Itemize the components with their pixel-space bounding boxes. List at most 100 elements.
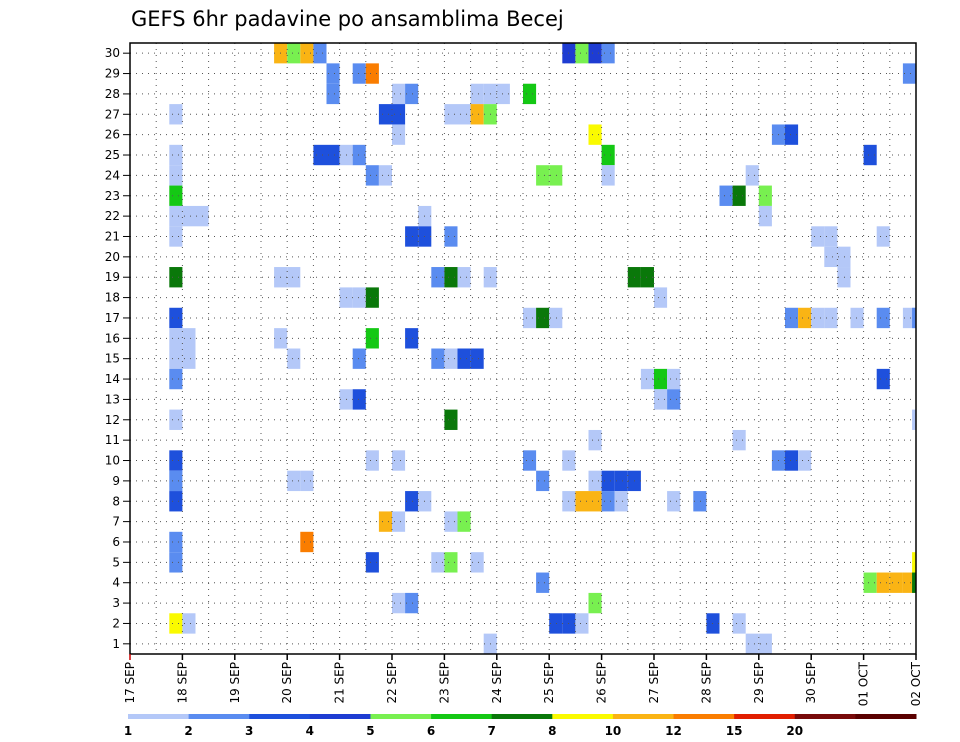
heatmap-cell xyxy=(378,104,392,125)
heatmap-cell xyxy=(287,43,301,64)
y-tick-label: 12 xyxy=(105,413,120,427)
y-tick-label: 3 xyxy=(112,596,120,610)
heatmap-cell xyxy=(300,470,314,492)
x-tick-label: 24 SEP xyxy=(490,662,504,704)
legend-swatch xyxy=(309,714,371,719)
x-tick-label: 01 OCT xyxy=(857,661,871,706)
x-tick-label: 27 SEP xyxy=(647,662,661,704)
legend-swatch xyxy=(431,714,493,719)
y-tick-label: 20 xyxy=(105,250,120,264)
heatmap-cell xyxy=(182,205,196,227)
legend-swatch xyxy=(855,714,917,719)
heatmap-cell xyxy=(352,389,366,410)
heatmap-cell xyxy=(889,572,903,593)
heatmap-cell xyxy=(457,511,471,532)
y-tick-label: 24 xyxy=(105,168,120,182)
heatmap-cell xyxy=(654,389,668,410)
heatmap-cell xyxy=(640,368,654,390)
heatmap-cell xyxy=(470,552,484,573)
heatmap-cell xyxy=(378,165,392,186)
heatmap-cell xyxy=(287,348,301,369)
heatmap-cell xyxy=(365,287,379,308)
color-legend: 1 2 3 4 5 6 7 8 10 12 15 20 xyxy=(124,714,917,738)
y-tick-label: 9 xyxy=(112,474,120,488)
heatmap-cell xyxy=(365,63,379,84)
y-tick-label: 30 xyxy=(105,46,120,60)
heatmap-cell xyxy=(326,63,340,84)
x-tick-label: 02 OCT xyxy=(909,661,923,706)
legend-swatch xyxy=(794,714,856,719)
heatmap-cell xyxy=(588,124,602,145)
heatmap-cell xyxy=(169,470,183,492)
heatmap-cell xyxy=(824,307,838,329)
x-tick-label: 20 SEP xyxy=(280,662,294,704)
heatmap-cell xyxy=(758,185,772,206)
heatmap-cell xyxy=(405,592,419,614)
heatmap-cell xyxy=(876,226,890,247)
heatmap-cell xyxy=(912,552,916,573)
heatmap-cell xyxy=(287,470,301,492)
heatmap-cell xyxy=(169,205,183,227)
heatmap-cell xyxy=(745,633,759,654)
heatmap-cell xyxy=(912,307,916,329)
heatmap-cell xyxy=(758,205,772,227)
legend-label: 12 xyxy=(665,724,682,738)
heatmap-cell xyxy=(326,83,340,105)
heatmap-cell xyxy=(169,185,183,206)
heatmap-cell xyxy=(549,165,563,186)
heatmap-cell xyxy=(169,613,183,634)
legend-swatch xyxy=(188,714,250,719)
heatmap-cell xyxy=(588,592,602,614)
heatmap-cell xyxy=(601,144,615,166)
heatmap-cell xyxy=(732,429,746,451)
x-tick-label: 29 SEP xyxy=(752,662,766,704)
heatmap-cell xyxy=(457,267,471,288)
heatmap-cell xyxy=(313,43,327,64)
grid-lines xyxy=(130,43,916,654)
heatmap-cell xyxy=(352,63,366,84)
legend-label: 8 xyxy=(548,724,556,738)
heatmap-cell xyxy=(785,450,799,471)
legend-label: 6 xyxy=(427,724,435,738)
heatmap-cell xyxy=(313,144,327,166)
x-tick-label: 17 SEP xyxy=(123,662,137,704)
legend-label: 10 xyxy=(605,724,622,738)
heatmap-cell xyxy=(169,104,183,125)
heatmap-cell xyxy=(352,287,366,308)
x-tick-label: 26 SEP xyxy=(595,662,609,704)
heatmap-cell xyxy=(287,267,301,288)
heatmap-cell xyxy=(719,185,733,206)
heatmap-cell xyxy=(536,470,550,492)
heatmap-cell xyxy=(837,246,851,268)
heatmap-cell xyxy=(912,572,916,593)
heatmap-cell xyxy=(824,226,838,247)
heatmap-cells xyxy=(169,43,916,654)
heatmap-cell xyxy=(431,348,445,369)
heatmap-cell xyxy=(169,267,183,288)
y-tick-label: 25 xyxy=(105,148,120,162)
heatmap-cell xyxy=(444,409,458,430)
legend-swatch xyxy=(491,714,553,719)
heatmap-cell xyxy=(365,552,379,573)
heatmap-cell xyxy=(575,613,589,634)
heatmap-cell xyxy=(444,348,458,369)
heatmap-cell xyxy=(536,307,550,329)
heatmap-cell xyxy=(654,368,668,390)
heatmap-cell xyxy=(169,552,183,573)
heatmap-cell xyxy=(300,531,314,553)
heatmap-cell xyxy=(365,450,379,471)
axes: 1234567891011121314151617181920212223242… xyxy=(105,46,923,706)
heatmap-cell xyxy=(431,552,445,573)
heatmap-cell xyxy=(523,450,537,471)
heatmap-cell xyxy=(863,144,877,166)
heatmap-cell xyxy=(732,613,746,634)
y-tick-label: 22 xyxy=(105,209,120,223)
heatmap-cell xyxy=(785,124,799,145)
heatmap-cell xyxy=(470,83,484,105)
x-tick-label: 25 SEP xyxy=(542,662,556,704)
heatmap-cell xyxy=(667,389,681,410)
heatmap-cell xyxy=(182,613,196,634)
heatmap-cell xyxy=(876,572,890,593)
y-tick-label: 17 xyxy=(105,311,120,325)
y-tick-label: 13 xyxy=(105,392,120,406)
